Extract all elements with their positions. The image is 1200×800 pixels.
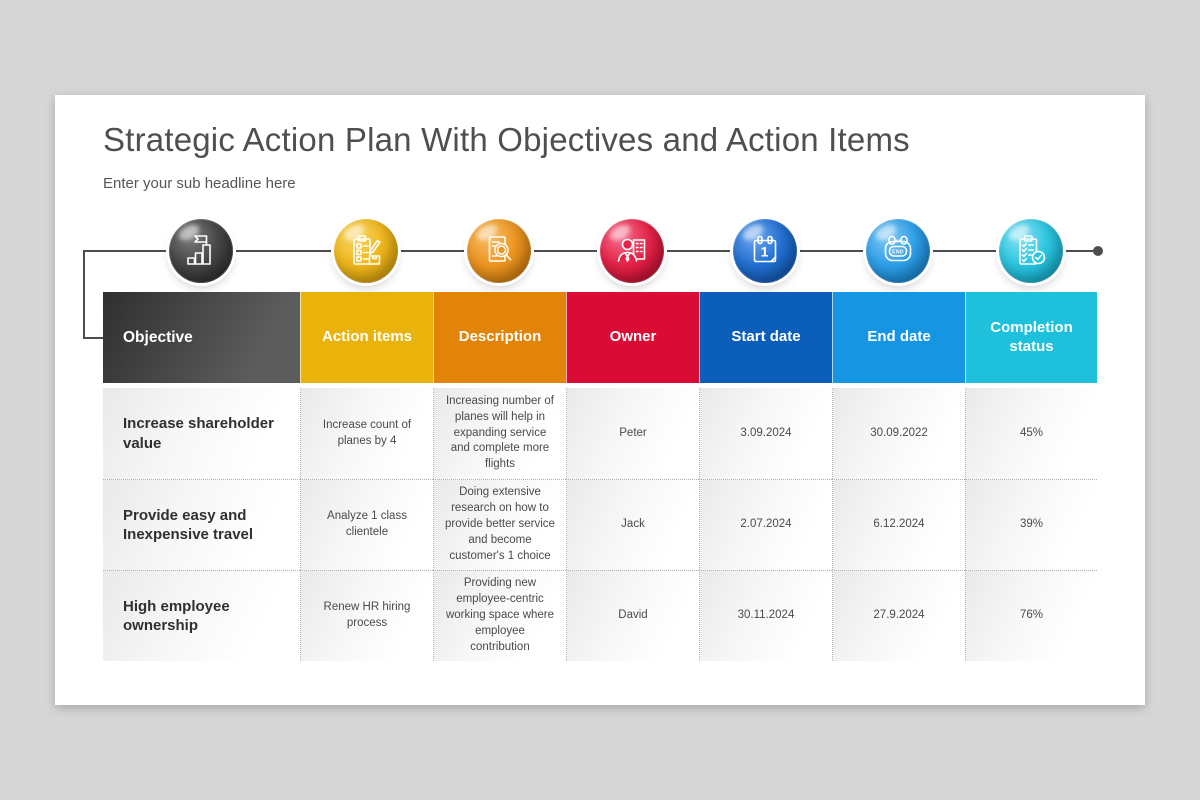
- calendar-day1-icon: 1: [753, 235, 777, 263]
- calendar-end-icon: END: [884, 235, 912, 262]
- header-body-gap: [103, 383, 1097, 388]
- header-completion-status: Completion status: [965, 292, 1097, 383]
- cell-completion: 45%: [965, 388, 1097, 479]
- cell-end-date: 6.12.2024: [832, 479, 965, 570]
- businessman-icon: [617, 238, 646, 262]
- header-end-date: End date: [832, 292, 965, 383]
- goal-flag-icon: [187, 235, 211, 265]
- timeline-line: [83, 250, 1096, 252]
- objective-sphere: [169, 219, 233, 283]
- owner-sphere: [600, 219, 664, 283]
- cell-action-items: Renew HR hiring process: [300, 570, 433, 661]
- header-start-date: Start date: [699, 292, 832, 383]
- cell-objective: High employee ownership: [103, 570, 300, 661]
- timeline-bracket-vertical: [83, 250, 85, 339]
- cell-end-date: 27.9.2024: [832, 570, 965, 661]
- cell-objective: Provide easy and Inexpensive travel: [103, 479, 300, 570]
- action-items-sphere: [334, 219, 398, 283]
- header-owner: Owner: [566, 292, 699, 383]
- cell-owner: David: [566, 570, 699, 661]
- cell-description: Providing new employee-centric working s…: [433, 570, 566, 661]
- header-description: Description: [433, 292, 566, 383]
- cell-end-date: 30.09.2022: [832, 388, 965, 479]
- timeline-bracket-horizontal: [83, 337, 104, 339]
- cell-owner: Jack: [566, 479, 699, 570]
- timeline-end-dot: [1093, 246, 1103, 256]
- checklist-pencil-icon: [353, 235, 381, 265]
- description-sphere: [467, 219, 531, 283]
- cell-start-date: 3.09.2024: [699, 388, 832, 479]
- cell-objective: Increase shareholder value: [103, 388, 300, 479]
- cell-completion: 76%: [965, 570, 1097, 661]
- slide-card: Strategic Action Plan With Objectives an…: [55, 95, 1145, 705]
- cell-action-items: Analyze 1 class clientele: [300, 479, 433, 570]
- checklist-done-icon: [1019, 235, 1046, 265]
- header-action-items: Action items: [300, 292, 433, 383]
- cell-completion: 39%: [965, 479, 1097, 570]
- document-magnifier-icon: [488, 236, 512, 262]
- completion-status-sphere: [999, 219, 1063, 283]
- svg-text:1: 1: [761, 244, 769, 260]
- cell-start-date: 30.11.2024: [699, 570, 832, 661]
- page-subtitle: Enter your sub headline here: [103, 175, 296, 192]
- action-plan-table: Objective Action items Description Owner…: [103, 292, 1097, 661]
- cell-description: Increasing number of planes will help in…: [433, 388, 566, 479]
- cell-owner: Peter: [566, 388, 699, 479]
- cell-action-items: Increase count of planes by 4: [300, 388, 433, 479]
- cell-description: Doing extensive research on how to provi…: [433, 479, 566, 570]
- header-objective: Objective: [103, 292, 300, 383]
- end-date-sphere: END: [866, 219, 930, 283]
- svg-text:END: END: [892, 250, 904, 256]
- cell-start-date: 2.07.2024: [699, 479, 832, 570]
- start-date-sphere: 1: [733, 219, 797, 283]
- page-title: Strategic Action Plan With Objectives an…: [103, 121, 910, 158]
